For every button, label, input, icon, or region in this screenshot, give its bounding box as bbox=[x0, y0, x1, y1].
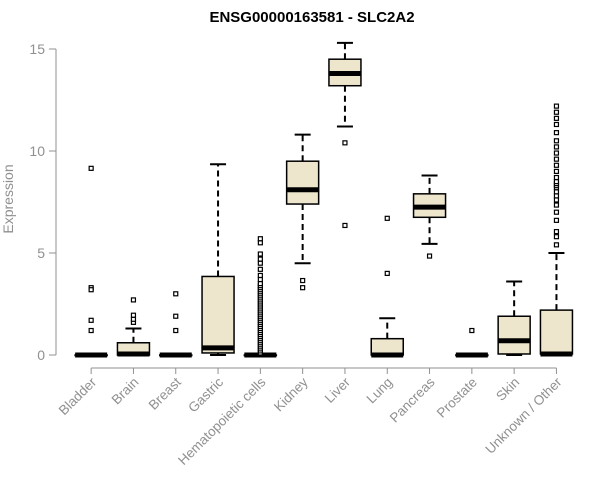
outlier-point bbox=[300, 277, 306, 284]
outlier-point bbox=[342, 222, 348, 229]
outlier-point bbox=[384, 270, 390, 276]
chart-title: ENSG00000163581 - SLC2A2 bbox=[209, 9, 414, 26]
outlier-point bbox=[88, 165, 94, 171]
outlier-point bbox=[257, 276, 263, 283]
outlier-point bbox=[553, 144, 560, 150]
box-group-prostate bbox=[455, 327, 489, 358]
outlier-point bbox=[469, 327, 475, 334]
outlier-point bbox=[88, 317, 94, 323]
outlier-point bbox=[130, 316, 137, 322]
y-tick-label: 10 bbox=[29, 143, 45, 159]
outlier-point bbox=[300, 285, 306, 291]
outlier-point bbox=[257, 236, 263, 242]
outlier-point bbox=[553, 209, 560, 215]
x-tick-label: Bladder bbox=[56, 374, 100, 418]
box-group-skin bbox=[497, 280, 531, 356]
box-group-kidney bbox=[285, 133, 320, 291]
outlier-point bbox=[553, 228, 560, 235]
box-group-hematopoietic-cells bbox=[243, 236, 278, 358]
outlier-point bbox=[553, 156, 560, 162]
box-group-breast bbox=[159, 291, 193, 358]
outlier-point bbox=[553, 168, 560, 174]
outlier-point bbox=[257, 266, 263, 272]
outlier-point bbox=[553, 130, 560, 136]
x-tick-label: Breast bbox=[146, 374, 184, 412]
outlier-point bbox=[342, 140, 348, 146]
outlier-point bbox=[553, 103, 560, 109]
y-tick-label: 15 bbox=[29, 41, 45, 57]
y-tick-label: 5 bbox=[37, 245, 45, 261]
outlier-point bbox=[553, 242, 560, 248]
outlier-point bbox=[553, 109, 560, 115]
outlier-point bbox=[88, 327, 94, 334]
box-group-gastric bbox=[201, 163, 235, 356]
box bbox=[497, 315, 531, 355]
outlier-point bbox=[173, 327, 179, 334]
outlier-point bbox=[553, 197, 560, 203]
x-tick-label: Liver bbox=[322, 374, 354, 406]
outlier-point bbox=[130, 297, 137, 303]
y-tick-label: 0 bbox=[37, 347, 45, 363]
outlier-point bbox=[553, 217, 560, 223]
outlier-point bbox=[553, 189, 560, 195]
outlier-point bbox=[553, 179, 560, 185]
box-group-brain bbox=[116, 297, 151, 357]
outlier-point bbox=[257, 272, 263, 279]
outlier-point bbox=[257, 281, 263, 287]
box-group-lung bbox=[370, 215, 404, 358]
outlier-point bbox=[88, 287, 94, 293]
outlier-point bbox=[553, 138, 560, 144]
box-group-pancreas bbox=[412, 174, 447, 259]
outlier-point bbox=[553, 234, 560, 240]
outlier-point bbox=[553, 121, 560, 128]
outlier-point bbox=[257, 260, 263, 266]
x-tick-label: Unknown / Other bbox=[482, 374, 565, 457]
outlier-point bbox=[257, 256, 263, 262]
outlier-point bbox=[173, 291, 179, 297]
box-group-unknown-other bbox=[539, 103, 574, 357]
outlier-point bbox=[553, 174, 560, 181]
outlier-point bbox=[553, 150, 560, 156]
outlier-point bbox=[553, 202, 560, 208]
x-tick-label: Gastric bbox=[185, 374, 226, 415]
y-axis-label: Expression bbox=[0, 164, 16, 233]
outlier-point bbox=[426, 253, 433, 259]
x-tick-label: Lung bbox=[364, 375, 396, 407]
box bbox=[539, 309, 574, 355]
outlier-point bbox=[173, 313, 179, 319]
outlier-point bbox=[553, 115, 560, 121]
outlier-point bbox=[130, 312, 137, 318]
x-tick-label: Kidney bbox=[271, 374, 311, 414]
box bbox=[285, 160, 320, 205]
box bbox=[201, 275, 235, 354]
outlier-point bbox=[384, 215, 390, 221]
outlier-point bbox=[257, 251, 263, 257]
x-tick-label: Pancreas bbox=[387, 374, 438, 425]
outlier-point bbox=[553, 162, 560, 168]
x-tick-label: Brain bbox=[109, 375, 142, 408]
outlier-point bbox=[553, 193, 560, 199]
box-group-liver bbox=[328, 41, 362, 229]
outlier-point bbox=[257, 240, 263, 246]
x-tick-label: Prostate bbox=[434, 375, 480, 421]
x-tick-label: Skin bbox=[493, 375, 522, 404]
box-group-bladder bbox=[74, 165, 108, 358]
